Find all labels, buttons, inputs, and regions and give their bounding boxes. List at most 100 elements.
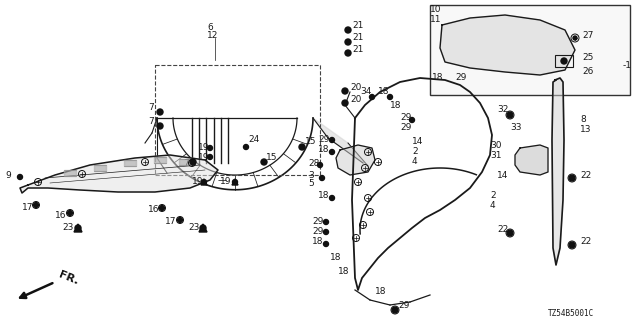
Text: 18: 18: [312, 237, 323, 246]
Text: 29: 29: [400, 114, 412, 123]
Text: 17: 17: [22, 203, 33, 212]
Circle shape: [207, 146, 212, 150]
Text: TZ54B5001C: TZ54B5001C: [548, 309, 595, 318]
Text: 17: 17: [165, 218, 177, 227]
Text: 3: 3: [308, 171, 314, 180]
Text: 19: 19: [192, 177, 204, 186]
Circle shape: [330, 196, 335, 201]
Circle shape: [345, 27, 351, 33]
Circle shape: [323, 220, 328, 225]
Text: 18: 18: [330, 253, 342, 262]
Circle shape: [573, 36, 577, 40]
Polygon shape: [74, 224, 82, 232]
Circle shape: [323, 229, 328, 235]
Text: 29: 29: [312, 218, 323, 227]
Text: 2: 2: [412, 148, 418, 156]
Text: 4: 4: [412, 157, 418, 166]
Text: 21: 21: [352, 45, 364, 54]
Circle shape: [299, 144, 305, 150]
Circle shape: [345, 39, 351, 45]
Circle shape: [200, 225, 206, 231]
Bar: [555, 55, 573, 67]
Text: 16: 16: [55, 211, 67, 220]
Bar: [94, 165, 106, 171]
Text: 21: 21: [352, 21, 364, 30]
Text: 29: 29: [398, 300, 410, 309]
Polygon shape: [336, 145, 375, 175]
Text: 32: 32: [497, 106, 508, 115]
Text: 23: 23: [62, 223, 74, 233]
Text: 11: 11: [430, 15, 442, 25]
Text: 16: 16: [148, 205, 159, 214]
Text: 27: 27: [582, 30, 593, 39]
Circle shape: [330, 138, 335, 142]
Polygon shape: [232, 179, 238, 185]
Circle shape: [317, 163, 323, 167]
Text: 10: 10: [430, 5, 442, 14]
Text: 18: 18: [378, 87, 390, 97]
Circle shape: [159, 205, 164, 211]
Circle shape: [190, 159, 196, 165]
Circle shape: [17, 174, 22, 180]
Circle shape: [410, 117, 415, 123]
Text: 26: 26: [582, 68, 593, 76]
Text: 18: 18: [432, 74, 444, 83]
Text: 29: 29: [455, 74, 467, 83]
Text: 24: 24: [248, 135, 259, 145]
Circle shape: [561, 58, 567, 64]
Bar: [179, 159, 191, 165]
Circle shape: [177, 218, 182, 222]
Bar: [155, 65, 320, 175]
Text: 20: 20: [350, 84, 362, 92]
Text: FR.: FR.: [57, 269, 80, 286]
Text: 7: 7: [148, 117, 154, 126]
Text: 21: 21: [352, 34, 364, 43]
Text: 19: 19: [198, 154, 209, 163]
Circle shape: [67, 211, 72, 215]
Circle shape: [369, 94, 374, 100]
Circle shape: [330, 149, 335, 155]
Text: 8: 8: [580, 116, 586, 124]
Circle shape: [392, 307, 398, 313]
Text: 33: 33: [510, 124, 522, 132]
Polygon shape: [313, 118, 368, 166]
Circle shape: [33, 203, 38, 207]
Text: 7: 7: [183, 158, 189, 167]
Circle shape: [345, 50, 351, 56]
Text: 18: 18: [318, 146, 330, 155]
Text: 22: 22: [580, 237, 591, 246]
Text: 20: 20: [350, 95, 362, 105]
Text: 29: 29: [318, 135, 330, 145]
Polygon shape: [20, 155, 218, 193]
Text: 9: 9: [5, 171, 11, 180]
Text: 31: 31: [490, 150, 502, 159]
Circle shape: [507, 112, 513, 118]
Text: 13: 13: [580, 125, 591, 134]
Polygon shape: [199, 224, 207, 232]
Text: 14: 14: [497, 171, 508, 180]
Polygon shape: [440, 15, 575, 75]
Circle shape: [569, 175, 575, 181]
Circle shape: [342, 100, 348, 106]
Text: 18: 18: [390, 100, 401, 109]
Circle shape: [507, 230, 513, 236]
Circle shape: [243, 145, 248, 149]
Text: 25: 25: [582, 53, 593, 62]
Text: 7: 7: [148, 103, 154, 113]
Text: 4: 4: [490, 201, 495, 210]
Text: 18: 18: [318, 191, 330, 201]
Circle shape: [157, 109, 163, 115]
Circle shape: [261, 159, 267, 165]
Text: 12: 12: [207, 31, 218, 41]
Circle shape: [207, 155, 212, 159]
Text: 30: 30: [490, 140, 502, 149]
Text: 2: 2: [490, 190, 495, 199]
Text: 14: 14: [412, 138, 424, 147]
Polygon shape: [201, 179, 207, 185]
Circle shape: [75, 225, 81, 231]
Text: 28: 28: [308, 158, 319, 167]
Circle shape: [202, 180, 207, 185]
Bar: [430, 5, 630, 95]
Text: 22: 22: [580, 171, 591, 180]
Circle shape: [387, 94, 392, 100]
